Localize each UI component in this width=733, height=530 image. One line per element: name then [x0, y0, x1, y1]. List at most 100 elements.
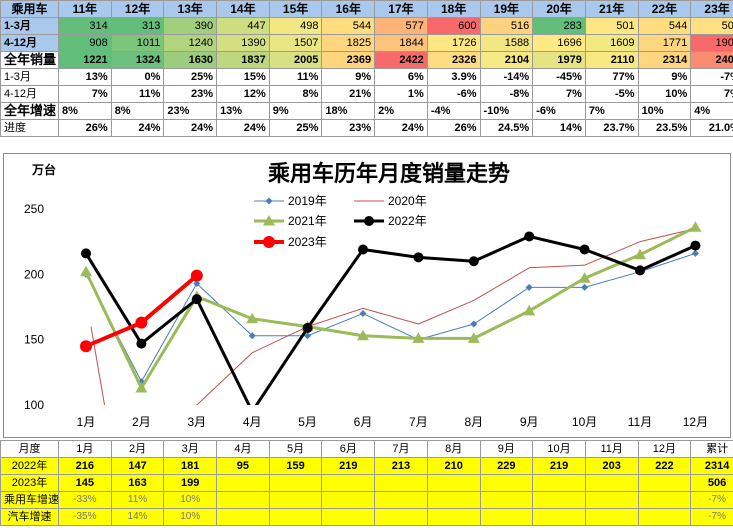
series-2021年: [80, 221, 702, 393]
month-cell: 219: [532, 457, 586, 475]
month-cell: [479, 491, 534, 509]
month-cell: [268, 474, 323, 492]
month-cell: 163: [110, 474, 165, 492]
x-tick-label: 8月: [464, 415, 483, 429]
data-point: [358, 244, 368, 255]
x-tick-label: 11月: [628, 415, 652, 429]
sales-cell: 1324: [110, 51, 165, 69]
legend-label: 2023年: [288, 235, 327, 249]
data-point: [302, 322, 313, 333]
data-point: [412, 332, 425, 343]
row-label: 进度: [0, 119, 59, 137]
sales-cell: 1221: [58, 51, 112, 69]
data-point: [468, 256, 479, 267]
month-cell: 147: [110, 457, 165, 475]
month-cell: 210: [426, 457, 481, 475]
month-cell: -7%: [690, 508, 733, 526]
growth-cell: -4%: [426, 102, 481, 120]
sales-cell: 447: [216, 17, 270, 35]
data-point: [578, 272, 591, 283]
month-cell: 2314: [690, 457, 733, 475]
header-cell: 月度: [0, 440, 59, 458]
data-point: [470, 320, 478, 328]
x-tick-label: 2月: [132, 415, 151, 429]
series-line: [85, 252, 696, 382]
row-label: 乘用车增速: [0, 491, 59, 509]
annual-sales-table: 乘用车 11年 12年 13年 14年 15年 16年 17年 18年 19年 …: [0, 0, 733, 137]
x-tick-label: 12月: [683, 415, 708, 429]
pct-cell: 7%: [690, 85, 733, 103]
series-2022年: [81, 231, 701, 405]
y-tick-label: 250: [24, 202, 44, 216]
data-point: [364, 216, 374, 226]
x-tick-label: 10月: [572, 415, 597, 429]
legend-item: 2020年: [354, 194, 427, 208]
progress-cell: 25%: [268, 119, 323, 137]
legend-item: 2023年: [254, 235, 327, 249]
header-cell: 18年: [426, 0, 481, 18]
month-cell: [268, 491, 323, 509]
series-2019年: [82, 249, 699, 385]
month-cell: [584, 491, 639, 509]
header-cell: 17年: [374, 0, 428, 18]
y-tick-label: 150: [24, 333, 44, 347]
header-cell: 22年: [637, 0, 692, 18]
data-point: [80, 265, 92, 277]
x-tick-label: 9月: [520, 415, 539, 429]
data-point: [136, 338, 147, 349]
sales-cell: 1979: [532, 51, 586, 69]
growth-cell: 8%: [110, 102, 165, 120]
sales-cell: 2110: [584, 51, 639, 69]
month-cell: 10%: [163, 508, 218, 526]
monthly-sales-table: 月度 1月 2月 3月 4月 5月 6月 7月 8月 9月 10月 11月 12…: [0, 440, 733, 526]
data-point: [193, 279, 201, 287]
sales-cell: 498: [268, 17, 323, 35]
header-cell: 16年: [321, 0, 376, 18]
sales-cell: 314: [58, 17, 112, 35]
growth-cell: 18%: [321, 102, 376, 120]
data-point: [581, 283, 589, 291]
row-label: 4-12月: [0, 34, 59, 52]
pct-cell: 9%: [637, 68, 692, 86]
month-cell: [532, 508, 586, 526]
pct-cell: -5%: [584, 85, 639, 103]
month-header-row: 月度 1月 2月 3月 4月 5月 6月 7月 8月 9月 10月 11月 12…: [0, 440, 733, 458]
sales-cell: 2406: [690, 51, 733, 69]
data-point: [691, 249, 699, 257]
pct-row-q1: 1-3月 13% 0% 25% 15% 11% 9% 6% 3.9% -14% -45% 77% 9% -…: [0, 68, 733, 86]
month-cell: [321, 491, 376, 509]
sales-cell: 577: [374, 17, 428, 35]
month-cell: [637, 474, 692, 492]
legend-label: 2019年: [288, 194, 327, 208]
header-cell: 9月: [479, 440, 534, 458]
data-point: [263, 236, 275, 248]
month-cell: 181: [163, 457, 218, 475]
month-cell: [532, 474, 586, 492]
legend-item: 2021年: [254, 214, 327, 228]
data-point: [191, 294, 202, 305]
header-cell: 8月: [426, 440, 481, 458]
month-cell: [216, 491, 270, 509]
sales-cell: 544: [321, 17, 376, 35]
month-cell: [216, 474, 270, 492]
month-cell: [584, 474, 639, 492]
sales-cell: 1696: [532, 34, 586, 52]
sales-cell: 2314: [637, 51, 692, 69]
sales-cell: 908: [58, 34, 112, 52]
header-cell: 11月: [584, 440, 639, 458]
pct-cell: 3.9%: [426, 68, 481, 86]
sales-cell: 1588: [479, 34, 534, 52]
header-row: 乘用车 11年 12年 13年 14年 15年 16年 17年 18年 19年 …: [0, 0, 733, 18]
header-cell: 10月: [532, 440, 586, 458]
pct-cell: -7%: [690, 68, 733, 86]
month-cell: 203: [584, 457, 639, 475]
month-cell: [268, 508, 323, 526]
sales-cell: 390: [163, 17, 218, 35]
month-cell: [374, 508, 428, 526]
header-cell: 7月: [374, 440, 428, 458]
data-point: [248, 332, 256, 340]
sales-cell: 1771: [637, 34, 692, 52]
pct-cell: -45%: [532, 68, 586, 86]
month-cell: [216, 508, 270, 526]
